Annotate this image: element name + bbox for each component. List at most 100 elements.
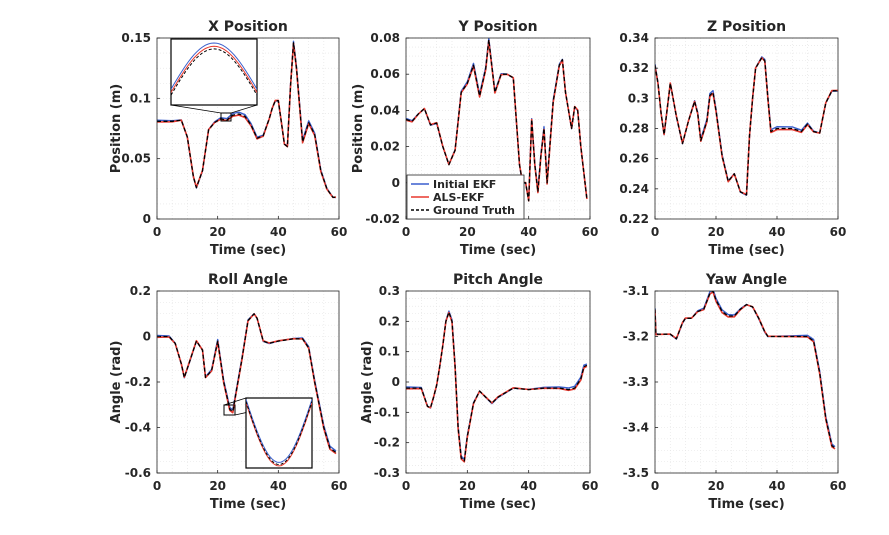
x-axis-label: Time (sec) (460, 243, 536, 258)
axes-frame (156, 37, 340, 220)
series-group (406, 310, 588, 463)
y-tick-label: 0.24 (619, 182, 649, 196)
x-tick-label: 20 (209, 225, 226, 239)
y-tick-label: 0.08 (370, 31, 400, 45)
y-tick-label: 0.1 (379, 345, 400, 359)
legend-item: ALS-EKF (411, 191, 485, 204)
y-tick-label: -3.1 (623, 284, 649, 298)
chart-title: X Position (208, 19, 288, 35)
inset-line-initial-ekf (246, 399, 312, 463)
x-axis-label: Time (sec) (210, 243, 286, 258)
zoom-connector (223, 397, 247, 406)
y-tick-label: 0.34 (619, 31, 649, 45)
x-axis-label: Time (sec) (460, 497, 536, 512)
x-tick-label: 40 (520, 225, 537, 239)
series-group (655, 291, 836, 450)
chart-title: Yaw Angle (705, 272, 787, 288)
x-tick-label: 0 (402, 225, 410, 239)
x-tick-label: 60 (331, 479, 348, 493)
y-tick-label: -0.6 (125, 466, 151, 480)
x-tick-label: 60 (331, 225, 348, 239)
series-group (406, 38, 588, 202)
y-tick-label: -3.2 (623, 330, 649, 344)
inset-series (171, 42, 257, 96)
series-group (157, 40, 337, 199)
legend-label: Ground Truth (433, 204, 515, 217)
y-tick-label: 0.3 (379, 284, 400, 298)
y-tick-label: 0.26 (619, 152, 649, 166)
x-axis-label: Time (sec) (210, 497, 286, 512)
inset-frame (245, 397, 313, 469)
zoom-connector (230, 104, 258, 114)
x-tick-label: 60 (582, 479, 599, 493)
y-tick-label: 0 (392, 375, 400, 389)
y-axis-label: Angle (rad) (360, 341, 375, 424)
subplot-5: 0 20 40 60 -3.5 -3.4 -3.3 -3.2 -3.1 Yaw Angle Time… (623, 272, 847, 512)
x-axis-label: Time (sec) (708, 497, 784, 512)
inset-line-ground-truth (171, 48, 257, 96)
x-tick-label: 20 (209, 479, 226, 493)
y-tick-label: 0.28 (619, 122, 649, 136)
subplot-0: 0 20 40 60 0 0.05 0.1 0.15 X Position Time (sec) P… (109, 19, 347, 258)
inset-line-als-ekf (171, 45, 257, 93)
x-tick-label: 0 (153, 225, 161, 239)
series-group (157, 312, 337, 455)
y-tick-label: 0.3 (628, 91, 649, 105)
y-axis-label: Position (m) (351, 84, 366, 173)
zoom-region-box (220, 112, 232, 122)
x-tick-label: 40 (270, 225, 287, 239)
x-tick-label: 20 (708, 225, 725, 239)
y-tick-label: 0.02 (370, 140, 400, 154)
y-tick-label: -3.3 (623, 375, 649, 389)
y-tick-label: 0 (392, 176, 400, 190)
x-tick-label: 20 (708, 479, 725, 493)
x-tick-label: 40 (769, 225, 786, 239)
y-tick-label: -3.5 (623, 466, 649, 480)
x-tick-label: 40 (769, 479, 786, 493)
y-tick-label: 0.05 (121, 152, 151, 166)
y-axis-label: Position (m) (109, 84, 124, 173)
chart-title: Z Position (707, 19, 786, 35)
inset-line-als-ekf (246, 402, 312, 467)
y-tick-label: 0.06 (370, 67, 400, 81)
y-tick-label: -0.02 (365, 212, 400, 226)
zoom-region-box (223, 404, 236, 416)
legend-item: Ground Truth (411, 204, 515, 217)
y-tick-label: 0 (143, 212, 151, 226)
series-line-ground-truth (406, 311, 588, 462)
grid (654, 290, 839, 474)
x-tick-label: 20 (459, 225, 476, 239)
y-tick-label: 0.04 (370, 103, 400, 117)
x-tick-label: 0 (402, 479, 410, 493)
zoom-inset (223, 397, 313, 469)
subplot-3: 0 20 40 60 -0.6 -0.4 -0.2 0 0.2 Roll Angle Time (s… (109, 272, 347, 512)
chart-title: Y Position (457, 19, 537, 35)
x-tick-label: 40 (520, 479, 537, 493)
y-tick-label: 0.15 (121, 31, 151, 45)
y-axis-label: Angle (rad) (109, 341, 124, 424)
legend-label: Initial EKF (433, 178, 496, 191)
legend-label: ALS-EKF (433, 191, 485, 204)
zoom-inset (170, 38, 258, 122)
y-tick-label: -0.4 (125, 421, 151, 435)
series-line-ground-truth (157, 42, 336, 198)
x-tick-label: 0 (651, 225, 659, 239)
subplot-2: 0 20 40 60 0.22 0.24 0.26 0.28 0.3 0.32 0.34 Z Posi… (619, 19, 846, 258)
inset-line-initial-ekf (171, 42, 257, 90)
x-tick-label: 20 (459, 479, 476, 493)
x-tick-label: 60 (830, 225, 847, 239)
y-tick-label: 0 (143, 330, 151, 344)
subplot-4: 0 20 40 60 -0.3 -0.2 -0.1 0 0.1 0.2 0.3 Pitch Angle… (360, 272, 598, 512)
y-tick-label: 0.1 (130, 91, 151, 105)
y-tick-label: -0.3 (374, 466, 400, 480)
zoom-connector (170, 104, 222, 114)
y-tick-label: -3.4 (623, 421, 649, 435)
series-line-ground-truth (406, 39, 588, 202)
x-tick-label: 40 (270, 479, 287, 493)
y-tick-label: 0.32 (619, 61, 649, 75)
y-tick-label: 0.2 (130, 284, 151, 298)
legend-item: Initial EKF (411, 178, 496, 191)
